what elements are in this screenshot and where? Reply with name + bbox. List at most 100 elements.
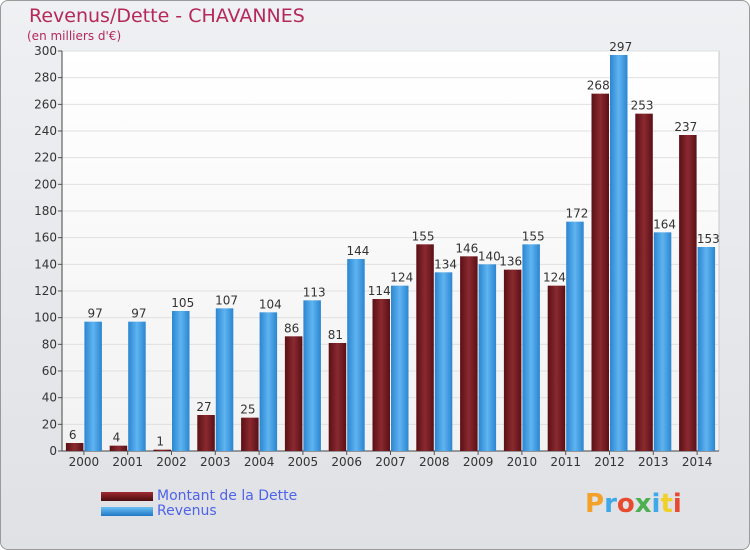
- bar-dette: [679, 135, 697, 451]
- x-tick-label: 2014: [682, 455, 713, 469]
- bar-revenus: [347, 259, 365, 451]
- y-tick-label: 300: [34, 44, 57, 58]
- chart-title: Revenus/Dette - CHAVANNES: [29, 5, 305, 27]
- data-label-dette: 146: [455, 241, 478, 255]
- bar-revenus: [653, 232, 672, 451]
- bar-revenus: [172, 311, 190, 451]
- y-tick-label: 140: [34, 257, 57, 271]
- bar-revenus: [391, 285, 409, 451]
- x-tick-label: 2004: [244, 455, 275, 469]
- data-label-revenus: 105: [171, 296, 194, 310]
- x-tick-label: 2001: [112, 455, 143, 469]
- bar-revenus: [478, 264, 497, 451]
- y-tick-label: 100: [34, 311, 57, 325]
- chart-subtitle: (en milliers d'€): [27, 29, 122, 43]
- logo-letter: i: [672, 489, 682, 519]
- data-label-dette: 253: [631, 99, 654, 113]
- data-label-revenus: 97: [131, 307, 146, 321]
- logo-letter: o: [616, 489, 635, 519]
- y-tick-label: 160: [34, 231, 57, 245]
- bar-revenus: [610, 55, 628, 451]
- data-label-revenus: 124: [390, 271, 413, 285]
- data-label-dette: 155: [412, 229, 435, 243]
- bar-revenus: [566, 221, 584, 451]
- y-tick-label: 240: [34, 124, 57, 138]
- bar-revenus: [303, 300, 321, 451]
- data-label-revenus: 172: [565, 207, 588, 221]
- data-label-dette: 27: [196, 400, 211, 414]
- bar-revenus: [522, 244, 540, 451]
- data-label-revenus: 104: [259, 297, 282, 311]
- bar-dette: [372, 299, 390, 451]
- x-tick-label: 2008: [419, 455, 450, 469]
- bar-revenus: [434, 272, 453, 451]
- y-tick-label: 120: [34, 284, 57, 298]
- y-tick-label: 260: [34, 97, 57, 111]
- proxiti-logo: Proxiti: [585, 489, 682, 519]
- data-label-revenus: 153: [697, 232, 720, 246]
- bar-revenus: [259, 312, 278, 451]
- y-tick-label: 20: [42, 417, 57, 431]
- data-label-dette: 124: [543, 271, 566, 285]
- bar-revenus: [84, 321, 102, 451]
- bar-dette: [503, 269, 522, 451]
- x-tick-label: 2006: [331, 455, 362, 469]
- bar-dette: [328, 343, 347, 451]
- y-tick-label: 60: [42, 364, 57, 378]
- logo-letter: P: [585, 489, 605, 519]
- logo-letter: x: [634, 489, 652, 519]
- legend-item-dette: Montant de la Dette: [101, 488, 297, 504]
- data-label-dette: 114: [368, 284, 391, 298]
- y-tick-label: 200: [34, 177, 57, 191]
- x-tick-label: 2000: [69, 455, 100, 469]
- y-tick-label: 180: [34, 204, 57, 218]
- bar-dette: [284, 336, 303, 451]
- bar-dette: [197, 415, 215, 451]
- y-tick-label: 220: [34, 151, 57, 165]
- data-label-dette: 81: [328, 328, 343, 342]
- data-label-dette: 86: [284, 321, 299, 335]
- bar-dette: [635, 113, 653, 452]
- y-tick-label: 280: [34, 71, 57, 85]
- data-label-dette: 136: [499, 255, 522, 269]
- data-label-dette: 268: [587, 79, 610, 93]
- data-label-revenus: 97: [88, 307, 103, 321]
- data-label-dette: 1: [156, 435, 164, 449]
- y-tick-label: 80: [42, 337, 57, 351]
- bar-dette: [416, 244, 434, 451]
- x-tick-label: 2012: [594, 455, 625, 469]
- x-tick-label: 2007: [375, 455, 406, 469]
- x-tick-label: 2011: [550, 455, 581, 469]
- data-label-revenus: 297: [609, 40, 632, 54]
- bar-dette: [460, 256, 478, 451]
- data-label-dette: 6: [69, 428, 77, 442]
- x-tick-label: 2003: [200, 455, 231, 469]
- bar-revenus: [215, 308, 234, 451]
- legend-label-revenus: Revenus: [157, 503, 217, 519]
- plot-area: [61, 50, 720, 452]
- bar-dette: [547, 285, 566, 451]
- data-label-revenus: 107: [215, 293, 238, 307]
- data-label-revenus: 140: [478, 249, 501, 263]
- logo-letter: r: [604, 489, 617, 519]
- legend-label-dette: Montant de la Dette: [157, 488, 298, 504]
- legend-swatch-dette: [101, 491, 153, 501]
- legend-swatch-revenus: [101, 506, 153, 516]
- y-tick-label: 40: [42, 391, 57, 405]
- bar-revenus: [697, 247, 716, 451]
- y-tick-label: 0: [49, 444, 57, 458]
- data-label-dette: 4: [113, 431, 121, 445]
- bar-dette: [153, 449, 171, 451]
- x-tick-label: 2010: [507, 455, 538, 469]
- x-tick-label: 2013: [638, 455, 669, 469]
- data-label-revenus: 144: [346, 244, 369, 258]
- legend-item-revenus: Revenus: [101, 503, 217, 519]
- bar-revenus: [128, 321, 146, 451]
- bar-dette: [65, 443, 84, 451]
- x-tick-label: 2002: [156, 455, 187, 469]
- data-label-revenus: 155: [522, 229, 545, 243]
- bar-dette: [241, 417, 259, 451]
- x-tick-label: 2005: [288, 455, 319, 469]
